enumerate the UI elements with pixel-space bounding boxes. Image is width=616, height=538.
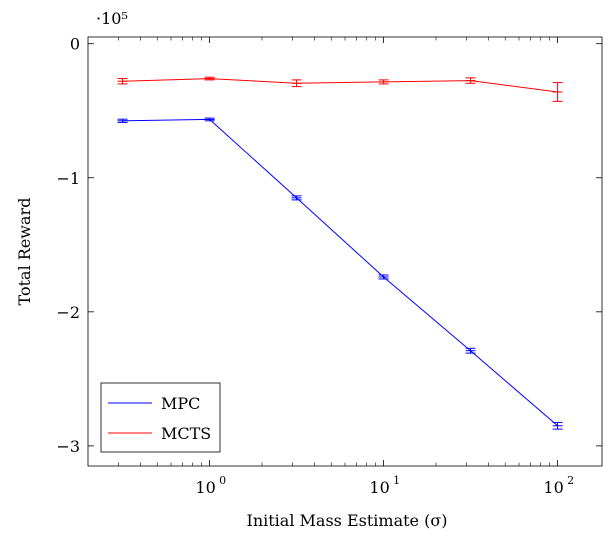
y-axis-label: Total Reward (15, 198, 34, 306)
axes-layer: 10 0 10 1 10 2 0 −1 −2 −3 (56, 35, 603, 497)
legend-label-mpc: MPC (161, 394, 200, 413)
y-tick-label: −3 (56, 437, 80, 456)
series-line-mpc (122, 118, 558, 427)
error-bar (552, 82, 563, 102)
x-tick-exponent: 0 (219, 474, 226, 487)
error-bar (465, 347, 476, 354)
legend: MPC MCTS (100, 382, 221, 453)
x-tick-exponent: 1 (393, 474, 400, 487)
error-bar (204, 76, 215, 81)
series-line-mcts (122, 78, 558, 93)
x-tick-exponent: 2 (567, 474, 574, 487)
legend-box (100, 382, 221, 453)
x-tick-label: 10 (195, 478, 215, 497)
y-tick-label: −1 (56, 169, 80, 188)
error-bar (291, 79, 302, 88)
x-axis-label: Initial Mass Estimate (σ) (247, 511, 448, 530)
error-bar (291, 195, 302, 201)
error-bar (465, 77, 476, 84)
error-bar (378, 274, 389, 280)
x-tick-label: 10 (369, 478, 389, 497)
series-layer (117, 76, 563, 430)
y-tick-label: 0 (70, 35, 80, 54)
error-bar (117, 118, 128, 123)
error-bar (204, 117, 215, 122)
y-axis-multiplier: ·10⁵ (96, 9, 128, 28)
error-bar (552, 421, 563, 430)
legend-label-mcts: MCTS (161, 424, 211, 443)
y-tick-label: −2 (56, 303, 80, 322)
error-bar (378, 79, 389, 85)
x-tick-label: 10 (543, 478, 563, 497)
error-bar (117, 78, 128, 85)
